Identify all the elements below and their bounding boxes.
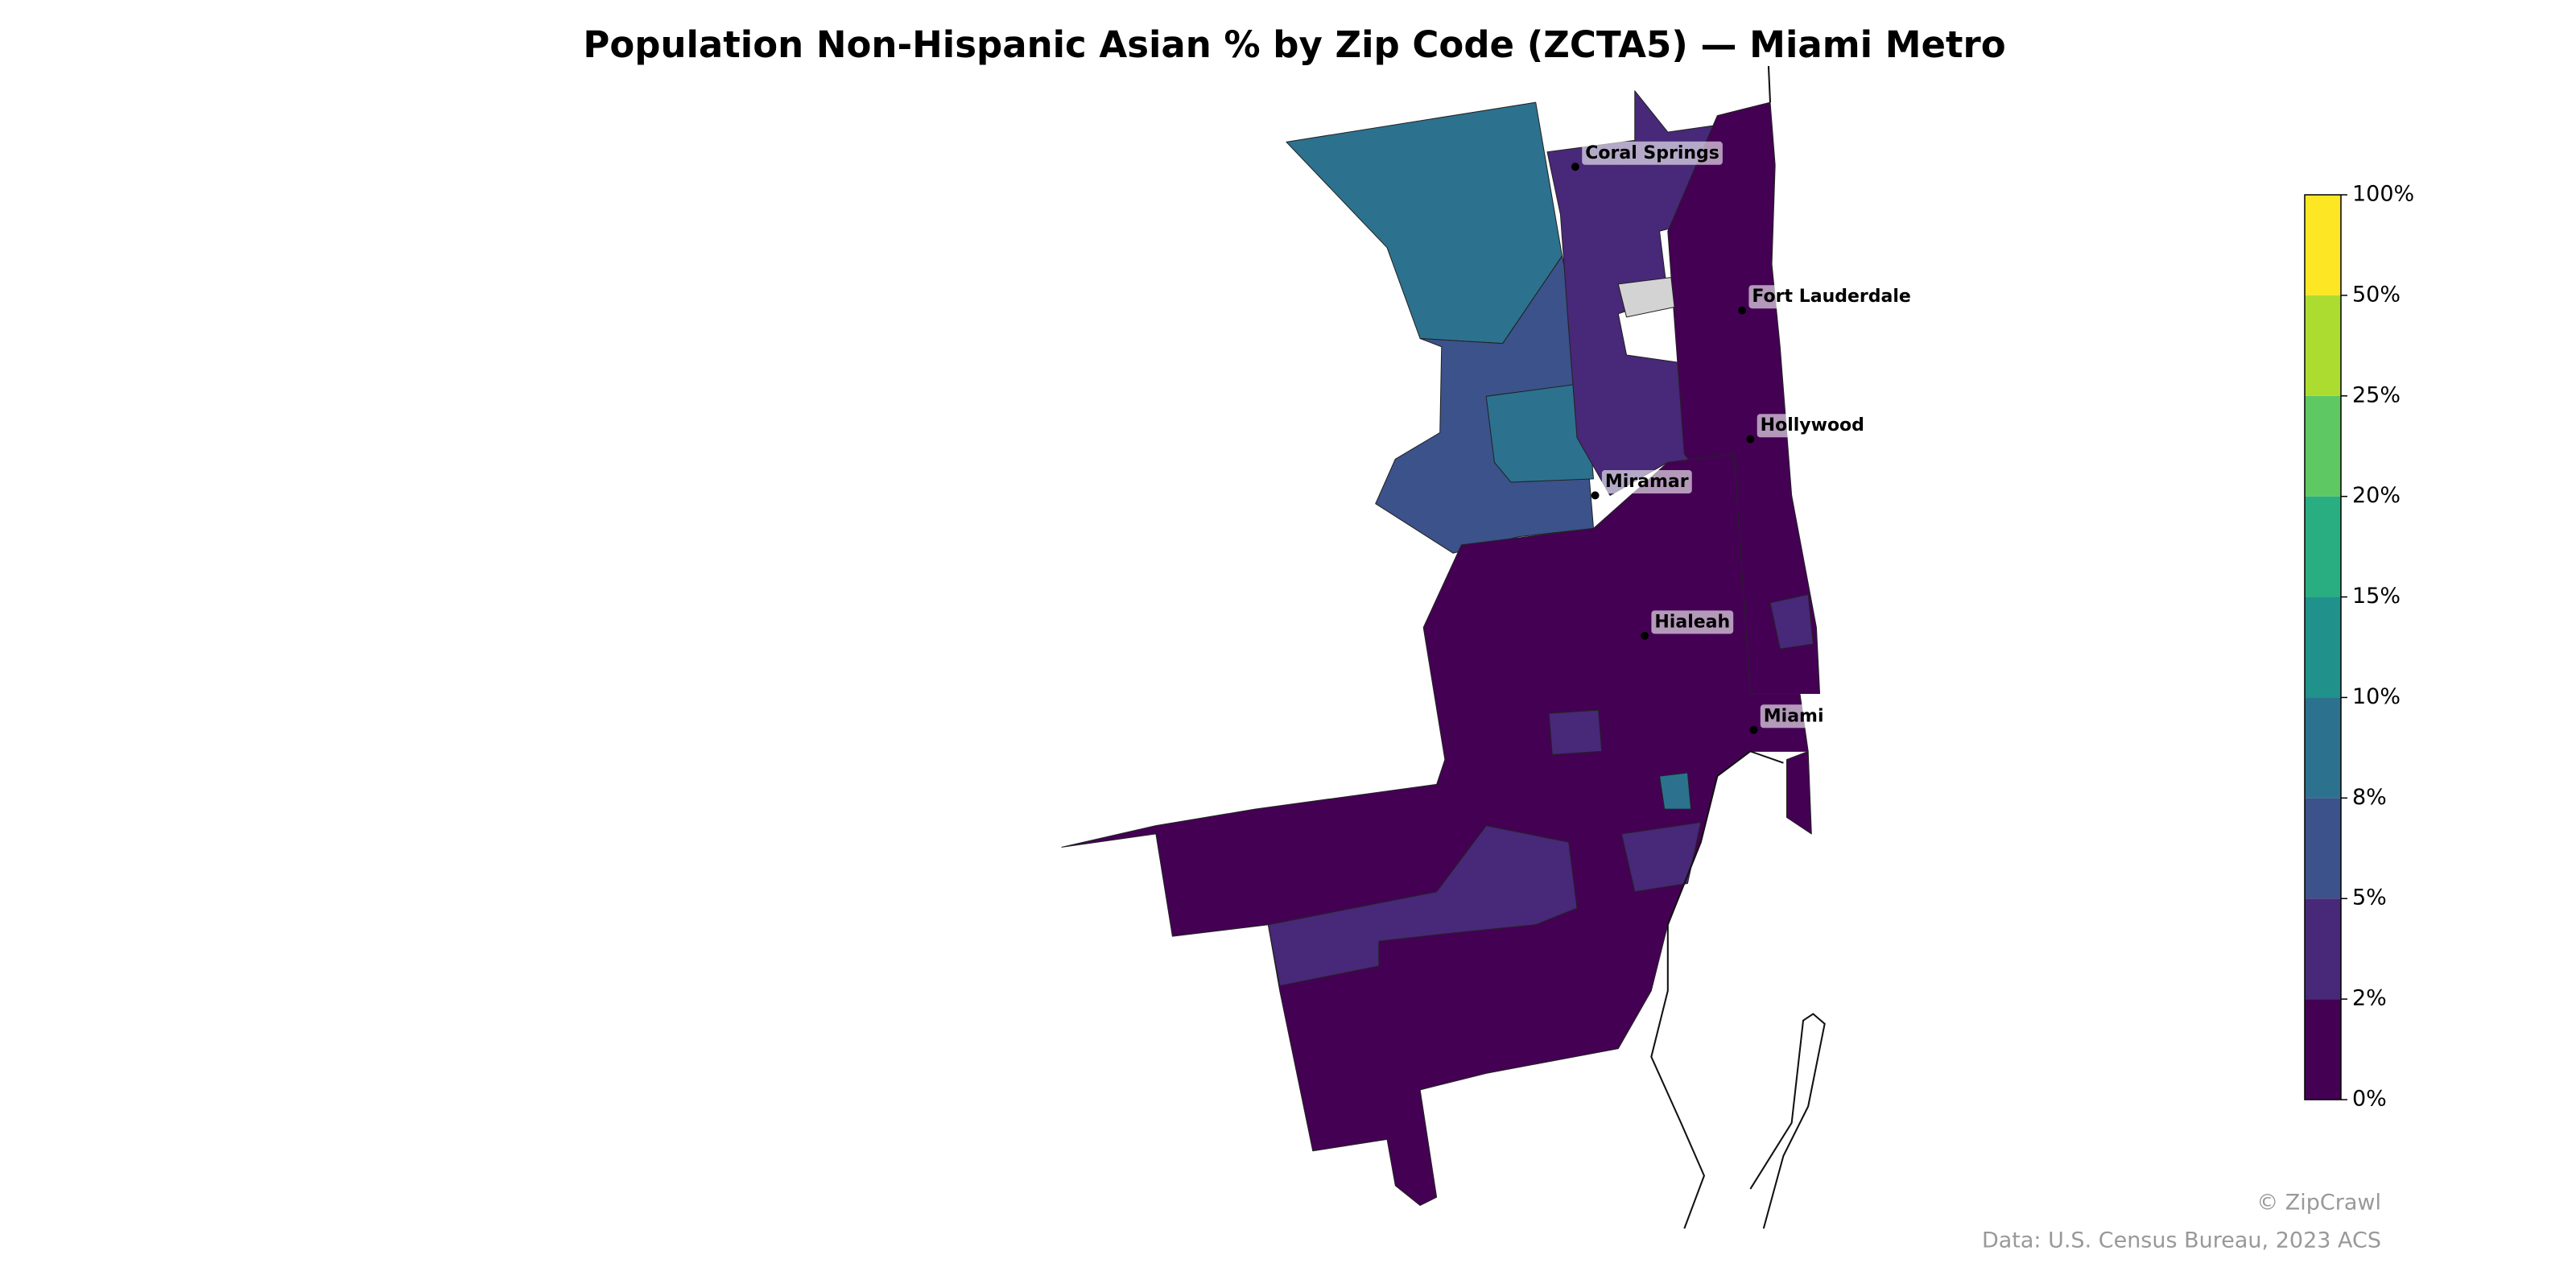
colorbar-tick-label: 8%: [2352, 785, 2387, 810]
colorbar-tick-label: 2%: [2352, 986, 2387, 1011]
city-label-bg: [1601, 469, 1692, 493]
zip-region: [1548, 709, 1603, 755]
colorbar-bin: [2305, 999, 2341, 1100]
city-labels: Coral Springs Fort Lauderdale Hollywood Mir…: [1571, 141, 1914, 734]
city-label: Hialeah: [1654, 612, 1730, 632]
city-marker: [1749, 725, 1758, 734]
colorbar-bin: [2305, 898, 2341, 1000]
colorbar-bin: [2305, 195, 2341, 295]
city-label-bg: [1757, 414, 1868, 438]
zip-region: [1286, 101, 1563, 345]
colorbar-bin: [2305, 597, 2341, 698]
colorbar-bin: [2305, 496, 2341, 597]
zip-region: [1061, 453, 1809, 1206]
zip-region: [1769, 593, 1814, 650]
city-marker: [1591, 491, 1600, 500]
zip-region: [1267, 825, 1578, 987]
colorbar-tick-label: 100%: [2352, 182, 2414, 207]
colorbar: 0% 2% 5% 8% 10% 15% 20% 25% 50% 100%: [2304, 182, 2414, 1112]
zip-region: [1485, 382, 1595, 483]
city-label: Fort Lauderdale: [1752, 287, 1910, 307]
colorbar-bin: [2305, 295, 2341, 396]
colorbar-tick-label: 0%: [2352, 1087, 2387, 1112]
city-label-bg: [1582, 141, 1723, 165]
zip-region: [1620, 822, 1702, 893]
credit: © ZipCrawl: [2256, 1191, 2381, 1216]
colorbar-tick-label: 5%: [2352, 886, 2387, 910]
city-marker: [1641, 631, 1649, 640]
credit: Data: U.S. Census Bureau, 2023 ACS: [1982, 1228, 2381, 1253]
zip-region: [1667, 101, 1821, 695]
colorbar-tick-label: 50%: [2352, 282, 2401, 307]
colorbar-frame: [2304, 194, 2342, 1100]
coastline: [1650, 750, 1784, 1229]
colorbar-tick-label: 10%: [2352, 684, 2401, 709]
city-label: Miramar: [1605, 472, 1689, 492]
city-marker: [1571, 163, 1579, 171]
map-title: Population Non-Hispanic Asian % by Zip C…: [583, 23, 2005, 66]
city-label: Miami: [1764, 706, 1824, 726]
zip-region: [1659, 772, 1692, 810]
zip-region: [1785, 750, 1812, 835]
colorbar-tick-label: 15%: [2352, 584, 2401, 609]
zip-region: [1617, 277, 1675, 318]
city-label: Coral Springs: [1585, 143, 1719, 163]
city-marker: [1738, 306, 1747, 315]
city-label-bg: [1651, 610, 1734, 634]
city-label-bg: [1748, 285, 1914, 309]
colorbar-bin: [2305, 798, 2341, 899]
colorbar-tick-label: 25%: [2352, 382, 2401, 407]
city-label: Hollywood: [1761, 415, 1864, 436]
zip-map: [1061, 66, 1826, 1229]
coastline: [1767, 66, 1772, 103]
colorbar-bin: [2305, 697, 2341, 799]
city-marker: [1746, 435, 1755, 444]
city-label-bg: [1760, 704, 1827, 729]
coastline: [1749, 1013, 1826, 1229]
colorbar-bin: [2305, 395, 2341, 497]
colorbar-tick-label: 20%: [2352, 483, 2401, 508]
